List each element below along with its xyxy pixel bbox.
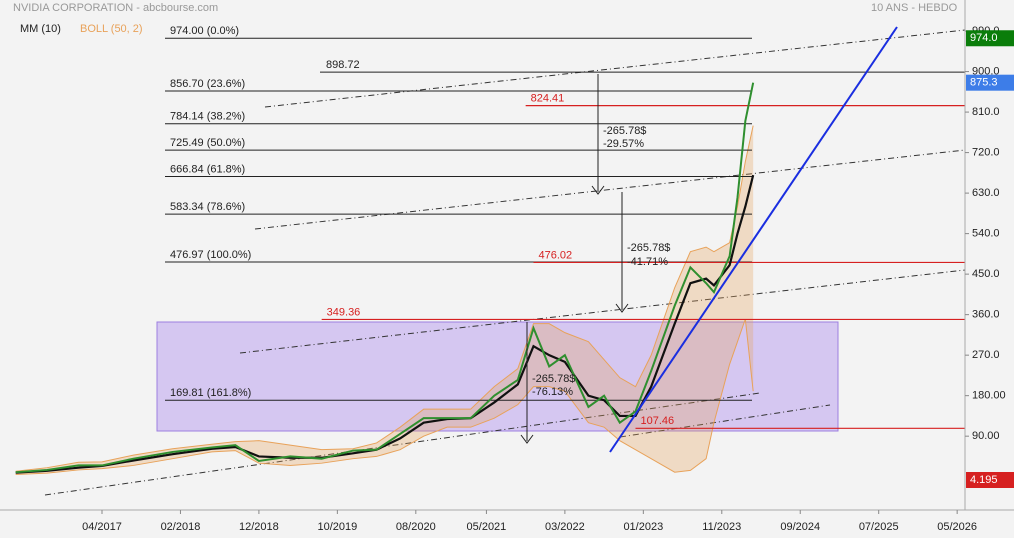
price-tag bbox=[966, 30, 1014, 47]
measure-label: -29.57% bbox=[603, 138, 644, 150]
x-tick-label: 05/2026 bbox=[937, 521, 977, 533]
arrow-head bbox=[591, 185, 605, 195]
series-line bbox=[15, 174, 755, 474]
indicator-tag-label: 4.195 bbox=[970, 474, 998, 486]
y-tick-label: 270.0 bbox=[972, 349, 1000, 361]
x-tick-label: 03/2022 bbox=[545, 521, 585, 533]
subtitle: 10 ANS - HEBDO bbox=[871, 2, 958, 14]
y-tick-label: 360.0 bbox=[972, 309, 1000, 321]
fib-label: 725.49 (50.0%) bbox=[170, 137, 245, 149]
channel-line bbox=[254, 149, 966, 230]
level-label: 898.72 bbox=[326, 59, 360, 71]
price-tag bbox=[966, 74, 1014, 91]
fib-label: 666.84 (61.8%) bbox=[170, 163, 245, 175]
x-tick-label: 07/2025 bbox=[859, 521, 899, 533]
arrow-head bbox=[520, 434, 534, 444]
legend-ma: MM (10) bbox=[20, 23, 61, 35]
y-tick-label: 630.0 bbox=[972, 187, 1000, 199]
band-upper bbox=[15, 125, 754, 472]
measure-label: -265.78$ bbox=[603, 125, 646, 137]
y-tick-label: 540.0 bbox=[972, 228, 1000, 240]
red-level-label: 107.46 bbox=[640, 415, 674, 427]
channel-line bbox=[239, 269, 966, 354]
red-level-label: 824.41 bbox=[531, 93, 565, 105]
legend-boll: BOLL (50, 2) bbox=[80, 23, 143, 35]
range-box bbox=[156, 321, 839, 432]
x-tick-label: 01/2023 bbox=[623, 521, 663, 533]
measure-label: -265.78$ bbox=[532, 373, 575, 385]
measure-label: -76.13% bbox=[532, 386, 573, 398]
fib-label: 476.97 (100.0%) bbox=[170, 249, 251, 261]
band-fill bbox=[15, 125, 754, 475]
fib-label: 784.14 (38.2%) bbox=[170, 111, 245, 123]
x-tick-label: 10/2019 bbox=[317, 521, 357, 533]
x-tick-label: 12/2018 bbox=[239, 521, 279, 533]
x-tick-label: 08/2020 bbox=[396, 521, 436, 533]
red-level-label: 476.02 bbox=[538, 249, 572, 261]
measure-label: -41.71% bbox=[627, 256, 668, 268]
y-tick-label: 810.0 bbox=[972, 106, 1000, 118]
x-tick-label: 09/2024 bbox=[780, 521, 820, 533]
channel-line bbox=[44, 392, 761, 496]
x-tick-label: 04/2017 bbox=[82, 521, 122, 533]
trend-line bbox=[609, 26, 898, 453]
x-tick-label: 05/2021 bbox=[467, 521, 507, 533]
price-tag-label: 875.3 bbox=[970, 77, 998, 89]
series-line bbox=[15, 82, 755, 474]
red-level-label: 349.36 bbox=[327, 306, 361, 318]
x-tick-label: 11/2023 bbox=[702, 521, 741, 533]
fib-label: 169.81 (161.8%) bbox=[170, 387, 251, 399]
title: NVIDIA CORPORATION - abcbourse.com bbox=[13, 2, 218, 14]
arrow-head bbox=[615, 303, 629, 313]
y-tick-label: 720.0 bbox=[972, 147, 1000, 159]
fib-label: 583.34 (78.6%) bbox=[170, 201, 245, 213]
y-tick-label: 90.00 bbox=[972, 430, 1000, 442]
fib-label: 974.00 (0.0%) bbox=[170, 25, 239, 37]
price-tag-label: 974.0 bbox=[970, 32, 998, 44]
channel-line bbox=[264, 29, 966, 108]
plot: 974.00 (0.0%) 856.70 (23.6%) 784.14 (38.2%… bbox=[15, 25, 965, 475]
x-tick-label: 02/2018 bbox=[161, 521, 201, 533]
y-tick-label: 180.00 bbox=[972, 390, 1006, 402]
channel-line bbox=[619, 404, 831, 438]
y-tick-label: 450.0 bbox=[972, 268, 1000, 280]
fib-label: 856.70 (23.6%) bbox=[170, 78, 245, 90]
measure-label: -265.78$ bbox=[627, 242, 670, 254]
indicator-tag bbox=[966, 472, 1014, 488]
band-lower bbox=[15, 318, 754, 475]
y-tick-label: 900.0 bbox=[972, 65, 1000, 77]
